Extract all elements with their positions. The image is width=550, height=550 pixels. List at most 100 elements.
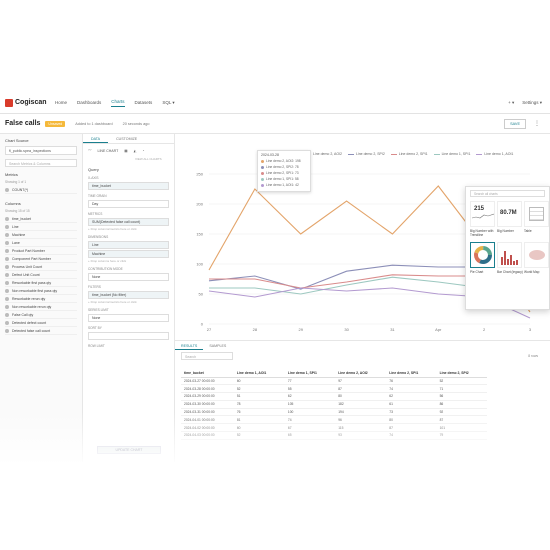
column-item[interactable]: Lane	[5, 239, 77, 247]
column-item[interactable]: Component Part Number	[5, 255, 77, 263]
sort-by-select[interactable]	[88, 332, 169, 340]
view-all-charts-link[interactable]: VIEW ALL CHARTS	[135, 157, 162, 161]
column-item[interactable]: Line	[5, 223, 77, 231]
dashboard-link[interactable]: Added to 1 dashboard	[75, 121, 113, 126]
tab-data[interactable]: DATA	[83, 134, 109, 143]
results-search[interactable]: Search	[181, 352, 233, 360]
bar-chart-option[interactable]	[497, 242, 522, 268]
tooltip-text: Line demo 2, AOI2: 198	[266, 159, 301, 163]
column-item[interactable]: Detected defect count	[5, 319, 77, 327]
columns-heading[interactable]: Columns	[5, 201, 21, 206]
metric-icon	[5, 187, 9, 192]
dimensions-label: DIMENSIONS	[88, 235, 109, 239]
column-type-icon	[5, 248, 9, 253]
logo[interactable]: Cogiscan	[5, 98, 55, 107]
metrics-field[interactable]: SUM(Detected false call count)	[88, 218, 169, 226]
tooltip-rows: Line demo 2, AOI2: 198 Line demo 2, SPI2:…	[261, 158, 307, 188]
table-cell: 78	[233, 400, 285, 409]
metrics-columns-search[interactable]: Search Metrics & Columns	[5, 159, 77, 167]
column-type-icon	[5, 232, 9, 237]
column-item[interactable]: Non reworkable first pass qty	[5, 287, 77, 295]
page-title[interactable]: False calls	[5, 120, 41, 127]
column-header[interactable]: Line demo 2, AOI2	[335, 369, 387, 378]
metrics-hint[interactable]: + Drop columns/metrics here or click	[88, 227, 137, 231]
legend-item[interactable]: Line demo 2, SPI1	[390, 152, 428, 156]
save-button[interactable]: SAVE	[504, 118, 526, 129]
column-header[interactable]: Line demo 2, SPI1	[386, 369, 437, 378]
column-item[interactable]: Reworkable first pass qty	[5, 279, 77, 287]
column-label: Reworkable first pass qty	[12, 280, 52, 285]
x-axis-field[interactable]: time_bucket	[88, 182, 169, 190]
more-icon[interactable]: ⋮	[534, 121, 540, 127]
column-item[interactable]: Non reworkable rerun qty	[5, 303, 77, 311]
dimension-line[interactable]: Line	[88, 241, 169, 249]
column-header[interactable]: Line demo 1, SPI1	[284, 369, 336, 378]
table-cell: 2024-03-29 00:00:00	[181, 392, 234, 401]
settings-menu-button[interactable]: Settings ▾	[522, 99, 542, 105]
nav-datasets[interactable]: Datasets	[134, 100, 153, 105]
filter-field[interactable]: time_bucket (No filter)	[88, 291, 169, 299]
bar-chart-icon[interactable]: ▦	[124, 148, 128, 153]
column-header[interactable]: Line demo 2, SPI2	[436, 369, 487, 378]
logo-icon	[5, 98, 13, 107]
metric-item[interactable]: COUNT(*)	[5, 186, 77, 194]
chart-type-picker: Search all charts 215 80.7M Big Number w…	[465, 186, 550, 310]
add-menu-button[interactable]: + ▾	[508, 99, 515, 105]
dataset-selector[interactable]: fl_public.spea_inspections	[5, 146, 77, 155]
column-item[interactable]: Reworkable rerun qty	[5, 295, 77, 303]
column-label: Machine	[12, 232, 26, 237]
column-item[interactable]: Machine	[5, 231, 77, 239]
area-chart-icon[interactable]: ◭	[133, 148, 137, 153]
metrics-heading[interactable]: Metrics	[5, 172, 18, 177]
picker-search[interactable]: Search all charts	[470, 190, 545, 197]
pie-chart-icon[interactable]: ◔	[142, 148, 145, 153]
time-grain-select[interactable]: Day	[88, 200, 169, 208]
big-number-trendline-option[interactable]: 215	[470, 201, 495, 227]
table-cell: 76	[386, 377, 437, 386]
table-cell: 61	[386, 400, 437, 409]
column-item[interactable]: time_bucket	[5, 215, 77, 223]
column-type-icon	[5, 304, 9, 309]
dataset-panel: Chart Source fl_public.spea_inspections …	[0, 134, 83, 462]
pie-chart-option[interactable]	[470, 242, 495, 268]
nav-sql[interactable]: SQL ▾	[162, 99, 175, 105]
tab-samples[interactable]: SAMPLES	[209, 344, 227, 348]
tab-results[interactable]: RESULTS	[175, 341, 204, 350]
table-row: 2024-03-29 00:00:00 51 62 80 62 56	[181, 392, 487, 401]
y-tick-label: 200	[196, 202, 203, 207]
big-number-option[interactable]: 80.7M	[497, 201, 522, 227]
y-tick-label: 100	[196, 262, 203, 267]
column-type-icon	[5, 272, 9, 277]
column-item[interactable]: False Call qty	[5, 311, 77, 319]
chart-type-label[interactable]: LINE CHART	[97, 148, 119, 153]
nav-home[interactable]: Home	[55, 100, 68, 105]
table-row: 2024-03-27 00:00:00 60 77 97 76 52	[181, 377, 487, 386]
columns-count: Showing 15 of 15	[5, 209, 30, 213]
column-item[interactable]: Process Unit Count	[5, 263, 77, 271]
world-map-option[interactable]	[524, 242, 549, 268]
column-item[interactable]: Detected false call count	[5, 327, 77, 335]
tab-customize[interactable]: CUSTOMIZE	[116, 137, 138, 141]
filters-hint[interactable]: + Drop columns/metrics here or click	[88, 300, 137, 304]
bar-chart-thumb-icon	[501, 251, 518, 265]
column-item[interactable]: Product Part Number	[5, 247, 77, 255]
dimension-machine[interactable]: Machine	[88, 250, 169, 258]
table-cell: 105	[284, 400, 336, 409]
series-limit-select[interactable]: None	[88, 314, 169, 322]
metrics-count: Showing 1 of 1	[5, 180, 27, 184]
nav-dashboards[interactable]: Dashboards	[77, 100, 102, 105]
column-item[interactable]: Defect Unit Count	[5, 271, 77, 279]
column-label: Detected defect count	[12, 320, 47, 325]
legend-item[interactable]: Line demo 1, AOI1	[476, 152, 513, 156]
dimensions-hint[interactable]: + Drop columns here or click	[88, 259, 127, 263]
contribution-select[interactable]: None	[88, 273, 169, 281]
line-chart-icon[interactable]: 〰	[88, 148, 92, 152]
legend-item[interactable]: Line demo 2, SPI2	[348, 152, 385, 156]
column-header[interactable]: time_bucket	[181, 369, 234, 378]
chart-tooltip: 2024-03-28 Line demo 2, AOI2: 198 Line de…	[257, 150, 311, 192]
nav-charts[interactable]: Charts	[111, 99, 125, 107]
big-number-value: 215	[474, 206, 485, 212]
table-option[interactable]	[524, 201, 549, 227]
legend-item[interactable]: Line demo 1, SPI1	[433, 152, 470, 156]
column-header[interactable]: Line demo 1, AOI1	[233, 369, 285, 378]
